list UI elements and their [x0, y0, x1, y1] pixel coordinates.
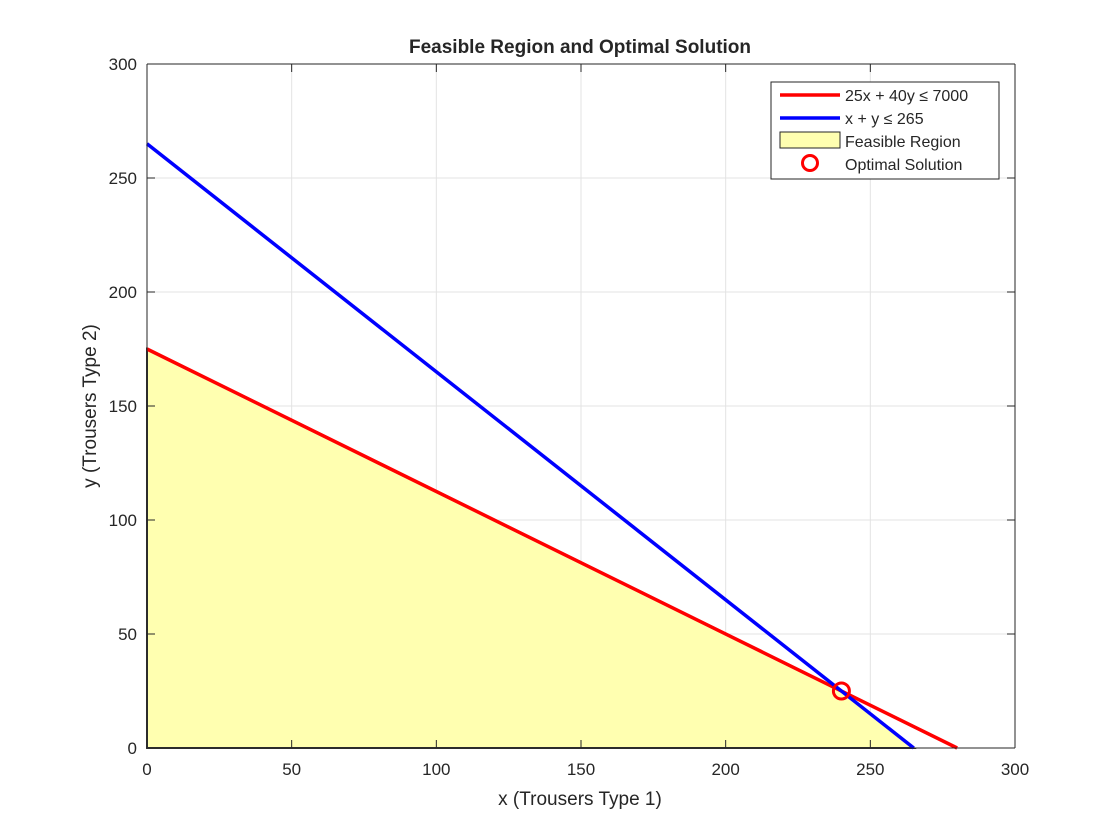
x-tick-label: 300	[1001, 760, 1029, 779]
legend-swatch-feasible-region	[779, 131, 841, 149]
x-axis-label: x (Trousers Type 1)	[498, 789, 662, 810]
y-tick-label: 300	[109, 55, 137, 74]
y-tick-label: 100	[109, 511, 137, 530]
tick-labels: 0 50 100 150 200 250 300 0 50 100 150 200 250 300	[109, 55, 1030, 779]
legend-swatch-optimal-marker	[801, 154, 819, 172]
optimal-solution-marker	[831, 681, 851, 701]
x-tick-label: 200	[711, 760, 739, 779]
legend-label-feasible-region: Feasible Region	[845, 134, 961, 151]
y-tick-label: 150	[109, 397, 137, 416]
x-tick-label: 50	[282, 760, 301, 779]
constraint-line-blue	[145, 142, 915, 750]
x-tick-label: 0	[142, 760, 151, 779]
y-tick-label: 50	[118, 625, 137, 644]
y-tick-label: 0	[128, 739, 137, 758]
legend: 25x + 40y ≤ 7000 x + y ≤ 265 Feasible Re…	[770, 81, 1000, 180]
y-tick-label: 200	[109, 283, 137, 302]
x-tick-label: 100	[422, 760, 450, 779]
legend-label-red-constraint: 25x + 40y ≤ 7000	[845, 88, 968, 105]
optimal-marker-layer	[831, 681, 851, 701]
axes	[146, 63, 1016, 749]
chart-title: Feasible Region and Optimal Solution	[409, 37, 751, 58]
constraint-line-red	[146, 347, 958, 750]
y-axis-label: y (Trousers Type 2)	[80, 324, 101, 488]
legend-label-optimal-solution: Optimal Solution	[845, 157, 962, 174]
constraint-lines-layer	[145, 142, 958, 750]
x-tick-label: 150	[567, 760, 595, 779]
y-tick-label: 250	[109, 169, 137, 188]
x-tick-label: 250	[856, 760, 884, 779]
legend-label-blue-constraint: x + y ≤ 265	[845, 111, 924, 128]
legend-box	[770, 81, 1000, 180]
